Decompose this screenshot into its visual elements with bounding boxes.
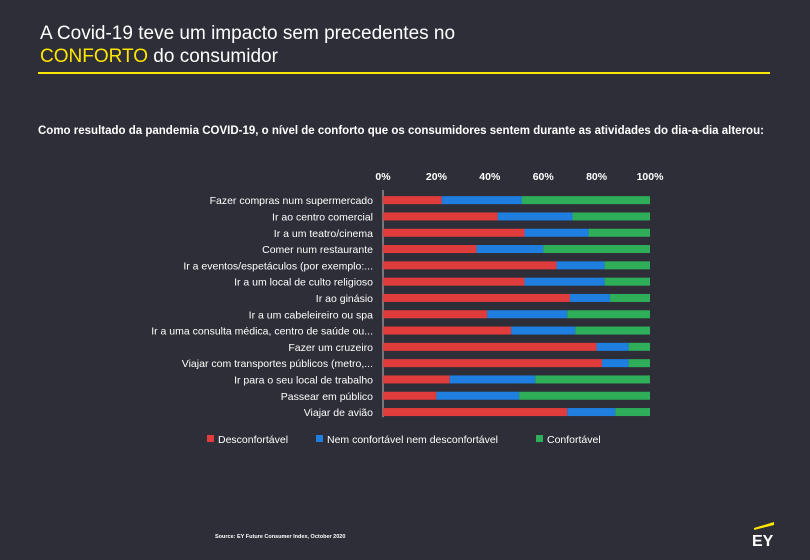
bar-segment-neutral <box>569 293 610 302</box>
bar-segment-uncomfortable <box>383 391 437 400</box>
bar-segment-uncomfortable <box>383 196 442 205</box>
bar-segment-comfortable <box>604 277 650 286</box>
bar-segment-uncomfortable <box>383 326 512 335</box>
bar-segment-comfortable <box>615 408 650 417</box>
category-label: Comer num restaurante <box>262 244 373 256</box>
page-title: A Covid-19 teve um impacto sem precedent… <box>40 22 455 68</box>
legend-label: Nem confortável nem desconfortável <box>327 434 498 446</box>
bar-segment-neutral <box>449 375 536 384</box>
bar-segment-neutral <box>524 277 605 286</box>
title-rest: do consumidor <box>148 46 278 67</box>
x-tick-label: 80% <box>586 171 608 183</box>
bar-segment-comfortable <box>588 228 650 237</box>
category-label: Ir a um teatro/cinema <box>274 228 373 240</box>
bar-segment-comfortable <box>567 310 650 319</box>
category-label: Ir a um cabeleireiro ou spa <box>249 309 373 321</box>
bar-segment-uncomfortable <box>383 375 450 384</box>
bar-segment-uncomfortable <box>383 228 525 237</box>
bar-segment-uncomfortable <box>383 408 568 417</box>
bar-segment-neutral <box>487 310 568 319</box>
bar-segment-uncomfortable <box>383 245 477 254</box>
category-label: Viajar com transportes públicos (metro,.… <box>182 358 373 370</box>
bar-segment-uncomfortable <box>383 342 597 351</box>
legend-label: Confortável <box>547 434 601 446</box>
bar-segment-comfortable <box>519 391 650 400</box>
bar-segment-uncomfortable <box>383 359 602 368</box>
x-tick-label: 40% <box>479 171 501 183</box>
bar-segment-neutral <box>441 196 522 205</box>
bar-segment-uncomfortable <box>383 212 498 221</box>
category-label: Ir ao ginásio <box>316 293 373 305</box>
bar-segment-neutral <box>556 261 605 270</box>
bar-segment-comfortable <box>628 359 650 368</box>
bar-segment-comfortable <box>535 375 650 384</box>
bar-segment-neutral <box>511 326 576 335</box>
category-label: Ir a um local de culto religioso <box>234 277 373 289</box>
category-label: Ir ao centro comercial <box>272 211 373 223</box>
category-label: Ir a uma consulta médica, centro de saúd… <box>151 326 373 338</box>
bar-segment-neutral <box>601 359 629 368</box>
title-line-1: A Covid-19 teve um impacto sem precedent… <box>40 23 456 44</box>
category-label: Viajar de avião <box>304 407 373 419</box>
bar-segment-neutral <box>524 228 589 237</box>
title-line-2: CONFORTO do consumidor <box>40 45 455 68</box>
title-highlight: CONFORTO <box>40 46 149 67</box>
bar-segment-uncomfortable <box>383 277 525 286</box>
bar-segment-neutral <box>476 245 544 254</box>
source-note: Source: EY Future Consumer Index, Octobe… <box>215 534 346 540</box>
bar-segment-neutral <box>497 212 573 221</box>
ey-logo-text: EY <box>752 533 774 548</box>
legend-label: Desconfortável <box>218 434 288 446</box>
x-tick-label: 20% <box>426 171 448 183</box>
bar-segment-comfortable <box>604 261 650 270</box>
category-label: Fazer um cruzeiro <box>288 342 373 354</box>
x-tick-label: 60% <box>533 171 555 183</box>
bar-segment-comfortable <box>543 245 650 254</box>
bar-segment-neutral <box>596 342 629 351</box>
title-underline <box>38 72 770 74</box>
bar-segment-comfortable <box>609 293 650 302</box>
bar-segment-comfortable <box>521 196 650 205</box>
bar-segment-neutral <box>567 408 616 417</box>
category-label: Fazer compras num supermercado <box>210 195 374 207</box>
category-label: Ir para o seu local de trabalho <box>234 374 373 386</box>
bar-segment-uncomfortable <box>383 310 488 319</box>
x-tick-label: 0% <box>375 171 391 183</box>
category-label: Ir a eventos/espetáculos (por exemplo:..… <box>183 260 373 272</box>
bar-segment-uncomfortable <box>383 293 570 302</box>
bar-segment-comfortable <box>575 326 650 335</box>
bar-segment-comfortable <box>572 212 650 221</box>
bar-segment-neutral <box>436 391 520 400</box>
legend-swatch <box>316 435 323 442</box>
ey-logo: EY <box>748 520 782 550</box>
chart-subtitle: Como resultado da pandemia COVID-19, o n… <box>38 125 764 137</box>
x-tick-label: 100% <box>637 171 665 183</box>
category-label: Passear em público <box>281 391 373 403</box>
bar-segment-comfortable <box>628 342 650 351</box>
legend-swatch <box>207 435 214 442</box>
bar-segment-uncomfortable <box>383 261 557 270</box>
legend-swatch <box>536 435 543 442</box>
